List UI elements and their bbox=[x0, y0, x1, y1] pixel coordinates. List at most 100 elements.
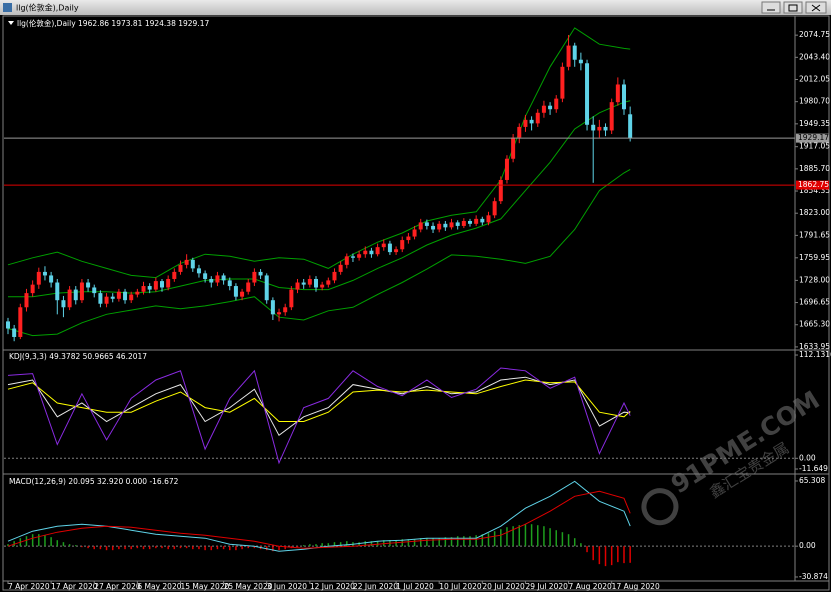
candle-body bbox=[55, 282, 60, 301]
histogram-bar bbox=[179, 546, 182, 549]
histogram-bar bbox=[493, 531, 496, 547]
candle-body bbox=[301, 282, 306, 285]
y-tick-label: 1633.95 bbox=[799, 342, 830, 351]
histogram-bar bbox=[210, 546, 213, 551]
candle-body bbox=[326, 280, 331, 285]
y-tick-label: -30.874 bbox=[799, 572, 828, 581]
menu-triangle[interactable] bbox=[8, 21, 14, 25]
candle-body bbox=[554, 98, 559, 110]
histogram-bar bbox=[524, 524, 527, 547]
candle-body bbox=[578, 59, 583, 64]
histogram-bar bbox=[272, 546, 274, 552]
x-tick-label: 17 Aug 2020 bbox=[612, 582, 660, 591]
histogram-bar bbox=[518, 525, 521, 547]
candle-body bbox=[511, 137, 516, 159]
histogram-bar bbox=[537, 525, 539, 547]
y-tick-label: 1728.00 bbox=[799, 275, 830, 284]
histogram-bar bbox=[419, 538, 422, 547]
histogram-bar bbox=[68, 544, 71, 547]
candle-body bbox=[227, 280, 232, 287]
histogram-bar bbox=[469, 536, 471, 547]
candle-body bbox=[406, 236, 411, 241]
x-tick-label: 1 Jul 2020 bbox=[396, 582, 434, 591]
histogram-bar bbox=[567, 534, 570, 547]
y-tick-label: 1823.00 bbox=[799, 208, 830, 217]
candle-body bbox=[597, 126, 602, 131]
histogram-bar bbox=[500, 529, 502, 547]
histogram-bar bbox=[364, 541, 367, 547]
candle-body bbox=[523, 119, 528, 127]
candle-body bbox=[153, 281, 158, 290]
y-tick-label: 1759.95 bbox=[799, 253, 830, 262]
histogram-bar bbox=[265, 546, 268, 551]
candle-body bbox=[246, 282, 251, 292]
histogram-bar bbox=[148, 546, 151, 550]
histogram-bar bbox=[592, 546, 594, 561]
x-tick-label: 7 Aug 2020 bbox=[569, 582, 612, 591]
restore-glyph bbox=[788, 4, 798, 12]
histogram-bar bbox=[173, 546, 176, 550]
panel-header: KDJ(9,3,3) 49.3782 50.9665 46.2017 bbox=[9, 352, 147, 361]
y-tick-label: 1980.70 bbox=[799, 97, 830, 106]
alert-tag-label: 1862.75 bbox=[798, 180, 829, 189]
histogram-bar bbox=[339, 542, 342, 547]
histogram-bar bbox=[185, 546, 188, 549]
y-tick-label: 2074.75 bbox=[799, 30, 830, 39]
panel-header: llg(伦敦金),Daily 1962.86 1973.81 1924.38 1… bbox=[17, 18, 209, 28]
histogram-bar bbox=[309, 544, 311, 547]
candle-body bbox=[240, 291, 245, 297]
x-tick-label: 27 Apr 2020 bbox=[94, 582, 141, 591]
histogram-bar bbox=[130, 546, 132, 550]
candle-body bbox=[160, 281, 164, 288]
restore-button[interactable] bbox=[783, 1, 803, 14]
histogram-bar bbox=[475, 535, 477, 547]
candle-body bbox=[264, 275, 269, 301]
histogram-bar bbox=[530, 524, 533, 547]
panel-header: MACD(12,26,9) 20.095 32.920 0.000 -16.67… bbox=[9, 477, 179, 486]
histogram-bar bbox=[75, 545, 77, 547]
histogram-bar bbox=[161, 546, 163, 549]
histogram-bar bbox=[124, 546, 126, 550]
histogram-bar bbox=[253, 546, 256, 549]
histogram-bar bbox=[321, 543, 323, 547]
title-bar bbox=[0, 0, 831, 15]
candle-body bbox=[412, 229, 417, 237]
candle-body bbox=[492, 201, 497, 216]
candle-body bbox=[535, 112, 540, 124]
minimize-button[interactable] bbox=[761, 1, 781, 14]
histogram-bar bbox=[192, 546, 194, 550]
histogram-bar bbox=[87, 546, 89, 549]
candle-body bbox=[30, 284, 35, 294]
y-tick-label: 1885.70 bbox=[799, 164, 830, 173]
y-tick-label: 1917.05 bbox=[799, 142, 830, 151]
candle-body bbox=[42, 271, 47, 276]
histogram-bar bbox=[216, 546, 219, 550]
histogram-bar bbox=[506, 527, 508, 547]
price-tag bbox=[796, 133, 829, 143]
candle-body bbox=[320, 284, 325, 288]
histogram-bar bbox=[333, 542, 336, 547]
candle-body bbox=[6, 321, 10, 329]
candle-body bbox=[628, 114, 633, 139]
candle-body bbox=[394, 249, 399, 253]
histogram-bar bbox=[456, 536, 459, 547]
histogram-bar bbox=[629, 546, 631, 563]
candle-body bbox=[135, 291, 140, 295]
histogram-bar bbox=[118, 546, 120, 550]
histogram-bar bbox=[235, 546, 237, 551]
x-tick-label: 20 Jul 2020 bbox=[482, 582, 525, 591]
candle-body bbox=[178, 264, 183, 272]
x-tick-label: 22 Jun 2020 bbox=[353, 582, 398, 591]
histogram-bar bbox=[426, 538, 428, 547]
histogram-bar bbox=[512, 526, 514, 547]
histogram-bar bbox=[327, 543, 330, 547]
histogram-bar bbox=[432, 538, 434, 547]
candle-body bbox=[233, 286, 238, 297]
histogram-bar bbox=[450, 537, 453, 547]
histogram-bar bbox=[25, 536, 28, 547]
window-buttons[interactable] bbox=[761, 1, 827, 14]
candle-body bbox=[443, 223, 448, 228]
